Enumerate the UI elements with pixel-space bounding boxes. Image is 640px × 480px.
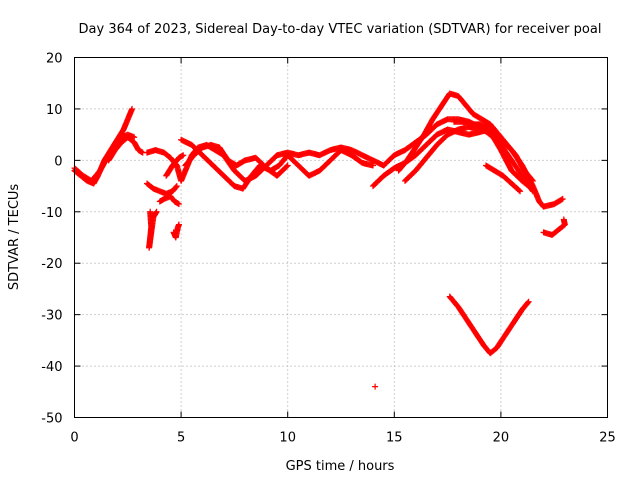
y-tick-label: 20	[46, 52, 63, 67]
data-point	[180, 152, 187, 159]
series-track-i	[146, 208, 160, 251]
data-point	[529, 177, 536, 184]
data-point	[529, 188, 536, 195]
series-track-s	[446, 293, 532, 357]
data-point	[173, 183, 180, 190]
series-track-c	[105, 134, 146, 164]
data-point	[529, 187, 536, 194]
data-point	[485, 123, 492, 130]
data-point	[517, 188, 524, 195]
data-point	[516, 187, 523, 194]
x-tick-label: 15	[386, 431, 403, 446]
series-track-q	[482, 162, 524, 195]
data-point	[173, 183, 180, 190]
y-axis-label: SDTVAR / TECUs	[7, 184, 22, 291]
y-tick-label: -20	[41, 257, 62, 272]
x-axis-label: GPS time / hours	[286, 459, 395, 474]
data-point	[524, 182, 531, 189]
y-tick-label: -30	[41, 309, 62, 324]
data-point	[372, 383, 379, 390]
x-tick-label: 10	[279, 431, 296, 446]
y-tick-label: -50	[41, 412, 62, 427]
data-point	[524, 299, 531, 306]
series-track-h	[163, 152, 187, 179]
data-point	[559, 195, 566, 202]
data-point	[525, 183, 532, 190]
y-tick-label: 10	[46, 103, 63, 118]
series-track-p	[450, 118, 492, 130]
data-point	[529, 177, 536, 184]
series-track-d	[143, 141, 387, 184]
series-track-j	[170, 221, 182, 241]
x-tick-label: 25	[599, 431, 616, 446]
chart-title: Day 364 of 2023, Sidereal Day-to-day VTE…	[79, 22, 602, 37]
x-tick-label: 5	[177, 431, 185, 446]
y-tick-label: -40	[41, 360, 62, 375]
data-point	[129, 105, 136, 112]
y-tick-label: -10	[41, 206, 62, 221]
data-point	[153, 208, 160, 215]
data-point	[283, 163, 290, 170]
series-track-t	[372, 383, 379, 390]
series-track-f	[182, 141, 291, 179]
x-tick-label: 20	[493, 431, 510, 446]
data-marks	[71, 90, 568, 390]
x-tick-label: 0	[70, 431, 78, 446]
axis-ticks: 0 5 10 15 20 25 -50 -40 -30 -20 -10 0 10 20	[41, 52, 616, 446]
data-point	[560, 216, 567, 223]
y-tick-label: 0	[54, 154, 62, 169]
data-point	[525, 298, 532, 305]
data-point	[175, 221, 182, 228]
data-point	[284, 162, 291, 169]
series-track-r	[540, 216, 568, 238]
plot-frame	[74, 57, 608, 418]
data-point	[175, 201, 182, 208]
series-track-g	[143, 180, 180, 197]
series-track-k	[156, 193, 182, 208]
data-point	[369, 162, 376, 169]
data-point	[131, 134, 138, 141]
grid-lines	[74, 57, 608, 418]
